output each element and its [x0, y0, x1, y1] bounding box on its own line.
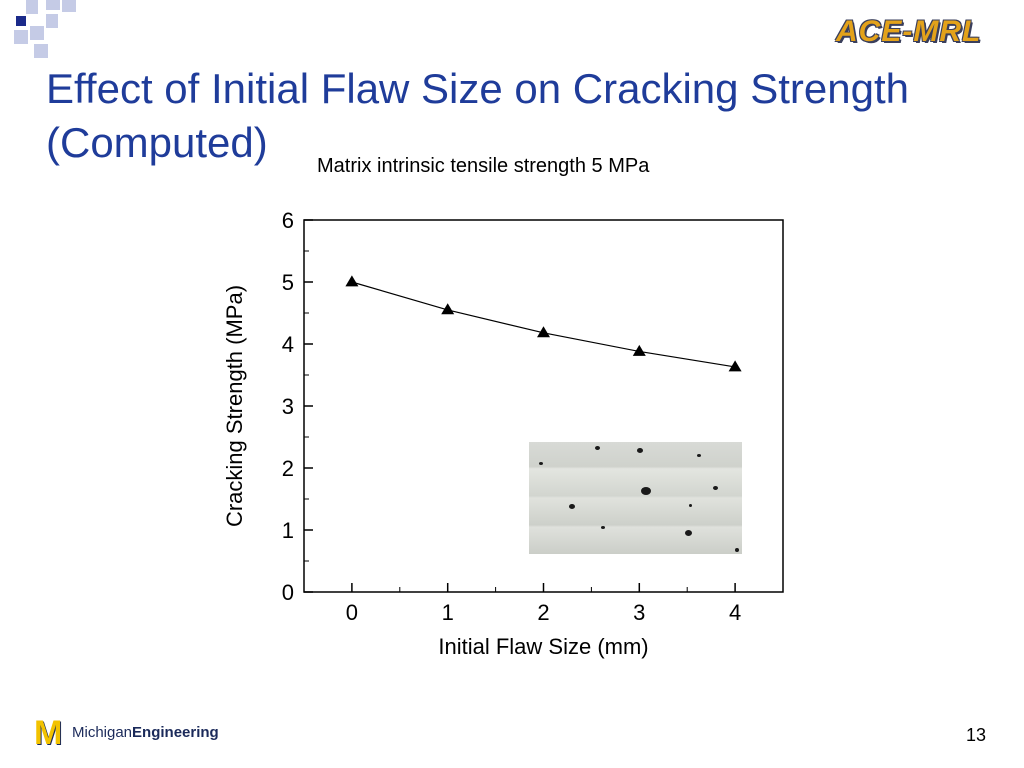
y-axis: 0 1 2 3 4 5 6	[282, 208, 313, 605]
ace-mrl-logo: ACE-MRL	[836, 15, 982, 48]
pore	[569, 504, 575, 509]
pore	[735, 548, 739, 552]
pore	[595, 446, 600, 450]
x-tick-label: 4	[729, 600, 741, 625]
pore	[685, 530, 692, 536]
corner-decoration	[14, 0, 76, 58]
deco-square-light	[62, 0, 76, 12]
brand-bold: Engineering	[132, 724, 219, 741]
x-tick-label: 0	[346, 600, 358, 625]
deco-square-light	[14, 30, 28, 44]
y-tick-label: 6	[282, 208, 294, 233]
deco-square-light	[46, 14, 58, 28]
deco-square-light	[30, 26, 44, 40]
y-tick-label: 5	[282, 270, 294, 295]
y-tick-label: 0	[282, 580, 294, 605]
pore	[641, 487, 651, 495]
deco-square-light	[26, 0, 38, 14]
pore	[689, 504, 692, 507]
brand-prefix: Michigan	[72, 724, 133, 741]
pore	[601, 526, 605, 529]
x-tick-label: 1	[442, 600, 454, 625]
y-tick-label: 4	[282, 332, 294, 357]
pore	[713, 486, 718, 490]
data-point	[728, 360, 742, 372]
chart-subtitle: Matrix intrinsic tensile strength 5 MPa	[317, 155, 650, 177]
michigan-engineering-logo: M MichiganEngineering	[34, 716, 234, 752]
slide-title: Effect of Initial Flaw Size on Cracking …	[46, 65, 909, 166]
data-point	[441, 303, 455, 315]
data-point	[537, 326, 550, 338]
y-tick-label: 2	[282, 456, 294, 481]
x-axis-label: Initial Flaw Size (mm)	[438, 634, 648, 659]
data-points	[345, 275, 742, 372]
deco-square-light	[46, 0, 60, 10]
y-tick-label: 3	[282, 394, 294, 419]
pore	[697, 454, 701, 457]
x-axis: 0 1 2 3 4	[346, 583, 741, 625]
data-point	[632, 344, 646, 356]
deco-square-dark	[16, 16, 26, 26]
x-tick-label: 3	[633, 600, 645, 625]
series-line	[351, 281, 736, 368]
block-m-icon: M	[34, 714, 63, 752]
pore	[539, 462, 543, 465]
page-number: 13	[966, 725, 987, 745]
y-axis-label: Cracking Strength (MPa)	[222, 285, 247, 527]
deco-square-light	[34, 44, 48, 58]
y-tick-label: 1	[282, 518, 294, 543]
x-tick-label: 2	[537, 600, 549, 625]
pore	[637, 448, 643, 453]
specimen-photo	[529, 442, 742, 554]
data-point	[345, 275, 359, 287]
